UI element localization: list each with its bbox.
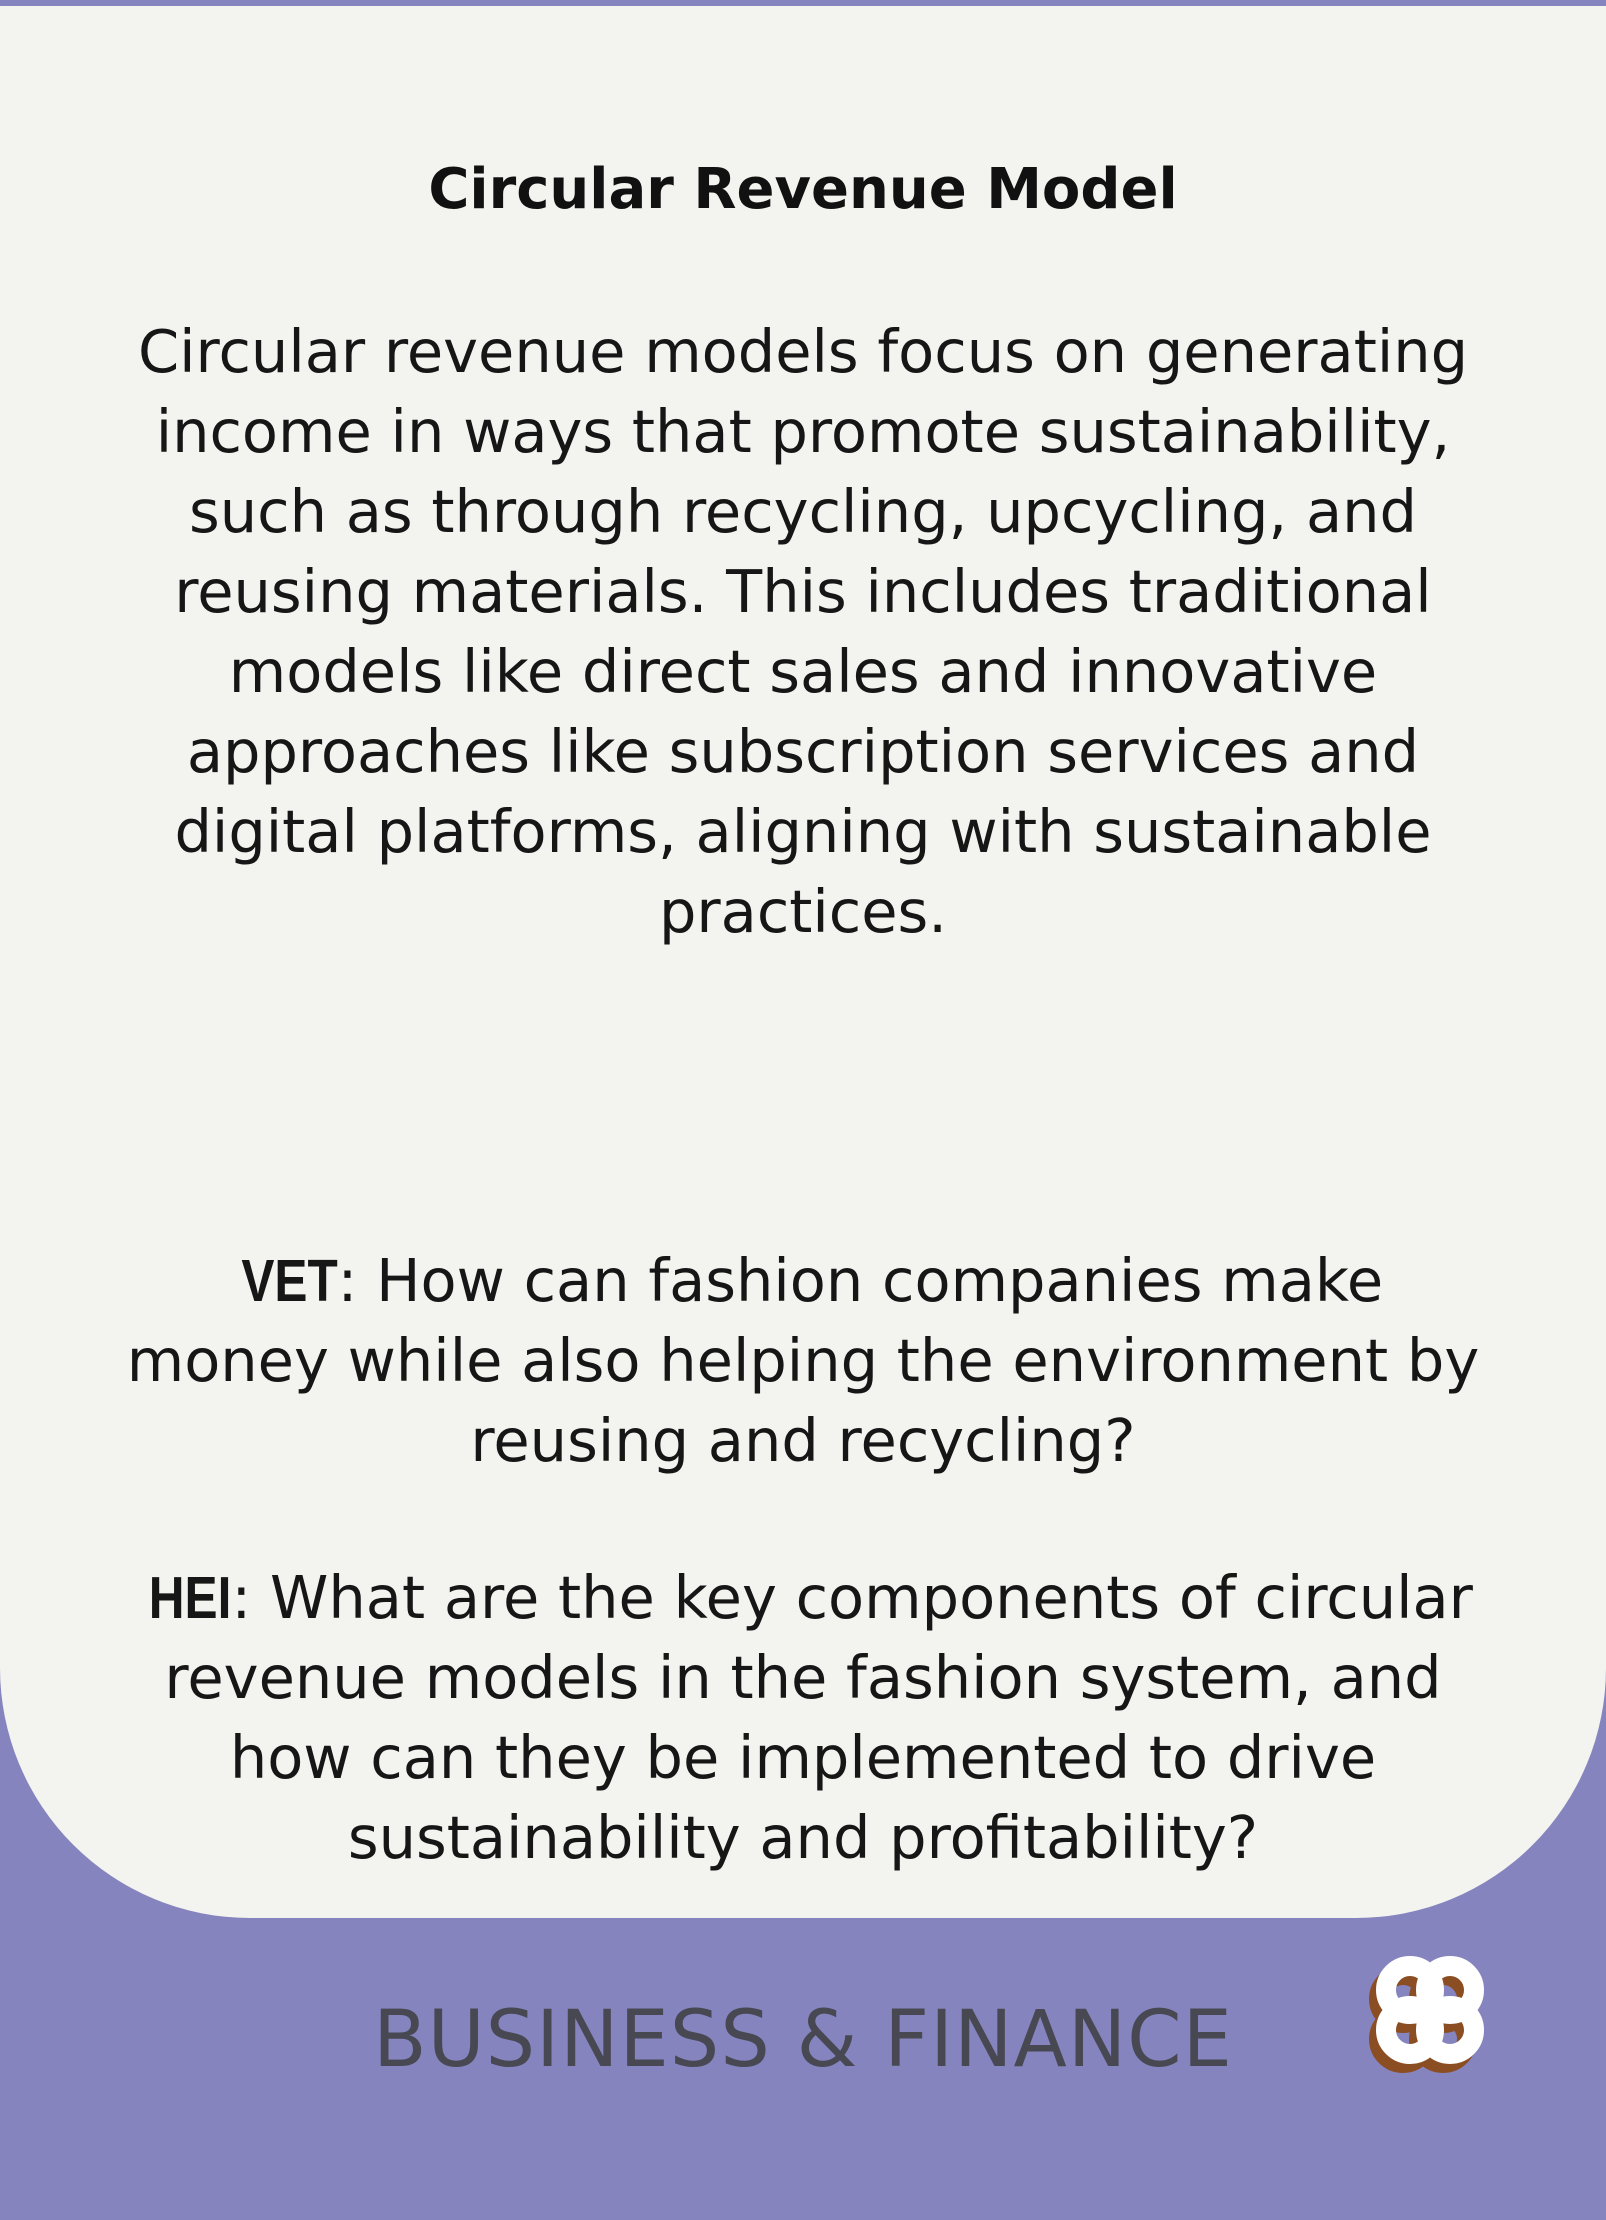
question-vet: VET: How can fashion companies make mone…: [120, 1241, 1486, 1481]
quatrefoil-logo-icon: [1369, 1956, 1484, 2073]
card-description: Circular revenue models focus on generat…: [137, 317, 1469, 946]
card-title: Circular Revenue Model: [428, 157, 1178, 222]
question-text-hei: : What are the key components of circula…: [164, 1563, 1473, 1872]
question-text-vet: : How can fashion companies make money w…: [126, 1246, 1480, 1475]
category-label: BUSINESS & FINANCE: [373, 1995, 1233, 2085]
question-tag-hei: HEI: [148, 1565, 232, 1631]
question-tag-vet: VET: [241, 1248, 338, 1314]
question-hei: HEI: What are the key components of circ…: [120, 1558, 1486, 1878]
card-panel: [0, 6, 1606, 1918]
